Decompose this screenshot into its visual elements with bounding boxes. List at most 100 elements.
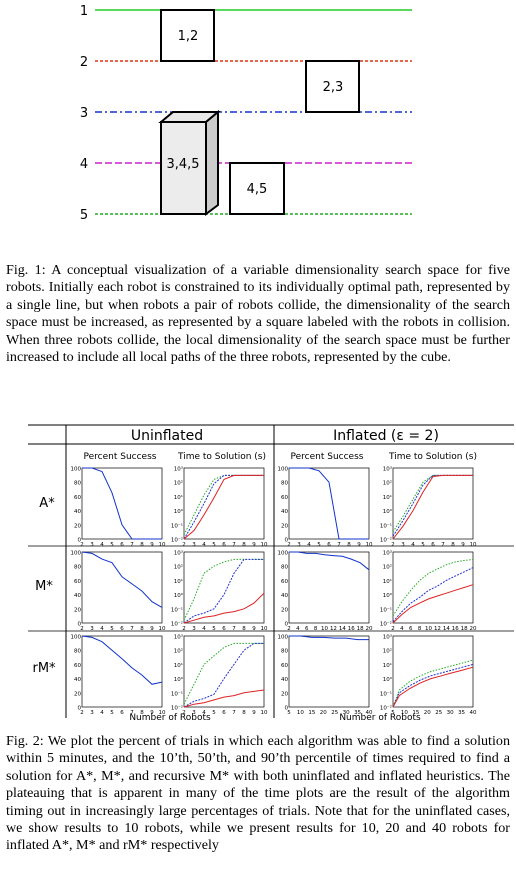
x-tick-label: 4 [100,626,104,632]
chart-panel: 100 80 60 40 20 02 3 4 5 6 7 8 9 10 [71,467,166,549]
robot-path-label: 2 [80,55,88,70]
collision-cube-3-4-5 [158,109,221,216]
chart-panel: 100 80 60 40 20 02 3 4 5 6 7 8 9 10 [278,467,373,549]
x-tick-label: 4 [202,710,206,716]
row-label-rmstar: rM* [32,661,56,676]
x-tick-label: 10 [261,626,268,632]
row-label-mstar: M* [35,579,53,594]
chart-panel: 10³ 10² 10¹ 10⁰ 10⁻¹ 10⁻²2 4 6 8 10 12 14 16 18 20 [380,550,477,633]
x-tick-label: 15 [308,710,315,716]
collision-box-label: 1,2 [178,29,199,44]
collision-box-label: 2,3 [323,80,344,95]
series-line [392,666,474,708]
x-tick-label: 2 [182,710,186,716]
y-tick-label: 10³ [383,634,392,641]
x-tick-label: 25 [435,710,442,716]
column-header-inflated: Inflated (ε = 2) [333,428,439,444]
y-tick-label: 60 [281,663,288,669]
x-tick-label: 10 [297,710,304,716]
y-tick-label: 10⁻² [171,705,183,712]
series-line [81,551,163,608]
x-tick-label: 20 [366,626,373,632]
y-tick-label: 100 [278,551,289,557]
x-tick-label: 4 [411,542,415,548]
y-tick-label: 40 [281,677,288,683]
x-tick-label: 9 [252,542,256,548]
x-tick-label: 5 [391,710,395,716]
figure-1-caption: Fig. 1: A conceptual visualization of a … [6,262,510,366]
panel-subheader: Time to Solution (s) [388,452,477,462]
y-tick-label: 100 [71,467,82,473]
y-tick-label: 10⁻¹ [380,690,392,697]
y-tick-label: 60 [281,579,288,585]
y-tick-label: 0 [78,622,82,628]
collision-box-4-5 [229,162,285,215]
y-tick-label: 80 [74,649,81,655]
x-tick-label: 10 [261,710,268,716]
y-tick-label: 10² [383,648,392,655]
series-line [289,635,369,641]
x-tick-label: 30 [343,710,350,716]
x-tick-label: 6 [120,626,124,632]
x-tick-label: 4 [400,626,404,632]
x-tick-label: 9 [461,542,465,548]
plot-frame [288,635,370,708]
x-tick-label: 9 [150,710,154,716]
y-tick-label: 20 [281,523,288,529]
x-axis-label-uninflated: Number of Robots [129,713,211,723]
y-tick-label: 10⁻² [380,537,392,544]
y-tick-label: 10³ [174,550,183,557]
x-tick-label: 6 [431,542,435,548]
x-tick-label: 40 [366,710,373,716]
x-tick-label: 4 [100,710,104,716]
y-tick-label: 10² [174,648,183,655]
x-tick-label: 3 [297,542,301,548]
y-tick-label: 10¹ [174,662,183,669]
x-tick-label: 8 [418,626,422,632]
y-tick-label: 60 [74,663,81,669]
y-tick-label: 60 [74,579,81,585]
series-line [183,689,265,708]
x-tick-label: 7 [441,542,445,548]
y-tick-label: 100 [71,551,82,557]
x-tick-label: 3 [192,542,196,548]
y-tick-label: 10⁰ [174,592,184,599]
x-tick-label: 2 [182,626,186,632]
y-tick-label: 20 [74,691,81,697]
series-line [392,558,474,617]
y-tick-label: 10³ [174,634,183,641]
x-tick-label: 25 [331,710,338,716]
plot-frame [81,635,163,708]
y-tick-label: 0 [285,538,289,544]
y-tick-label: 100 [71,635,82,641]
x-tick-label: 2 [391,626,395,632]
x-tick-label: 8 [140,626,144,632]
x-tick-label: 6 [222,542,226,548]
robot-path-label: 1 [80,4,88,19]
y-tick-label: 80 [281,649,288,655]
series-line [82,467,162,540]
x-tick-label: 5 [110,626,114,632]
chart-panel: 100 80 60 40 20 05 10 15 20 25 30 35 40 [278,635,373,717]
x-tick-label: 6 [327,542,331,548]
x-tick-label: 7 [130,542,134,548]
x-tick-label: 10 [401,710,408,716]
x-tick-label: 10 [366,542,373,548]
x-tick-label: 10 [159,542,166,548]
robot-path-label: 5 [80,208,88,223]
series-line [392,663,474,708]
plot-frame [183,551,265,624]
x-tick-label: 5 [421,542,425,548]
x-tick-label: 4 [202,542,206,548]
x-axis-label-inflated: Number of Robots [339,713,421,723]
series-line [392,659,474,708]
x-tick-label: 8 [242,626,246,632]
x-tick-label: 2 [287,542,291,548]
x-tick-label: 14 [443,626,450,632]
y-tick-label: 20 [281,691,288,697]
x-tick-label: 5 [110,710,114,716]
x-tick-label: 7 [232,626,236,632]
collision-box-label: 4,5 [247,182,268,197]
